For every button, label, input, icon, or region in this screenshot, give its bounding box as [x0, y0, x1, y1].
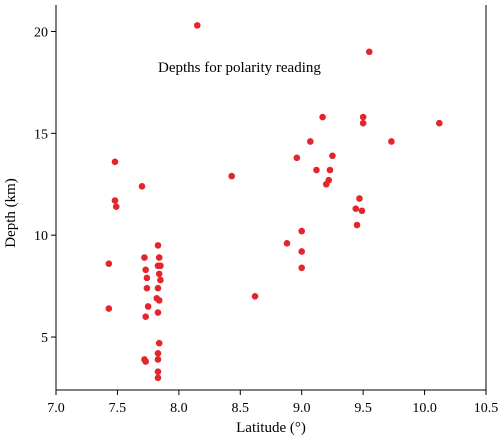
- data-point: [154, 242, 162, 249]
- data-point: [155, 270, 163, 278]
- data-point: [142, 358, 149, 365]
- data-point: [157, 276, 164, 284]
- data-point: [326, 166, 334, 174]
- x-tick-label: 8.5: [232, 401, 250, 416]
- data-point: [142, 266, 149, 274]
- data-point: [319, 113, 326, 121]
- data-point: [313, 166, 320, 174]
- data-point: [193, 22, 201, 29]
- data-point: [298, 248, 306, 255]
- data-point: [154, 350, 162, 357]
- data-point: [154, 309, 162, 316]
- data-point: [157, 262, 164, 270]
- data-point: [358, 207, 366, 215]
- y-tick-label: 20: [34, 25, 48, 40]
- x-axis-ticks: 7.0 7.5 8.0 8.5 9.0 9.5 10.0 10.5: [47, 390, 498, 416]
- y-axis-title: Depth (km): [3, 178, 19, 248]
- data-point: [105, 260, 113, 268]
- data-point: [283, 240, 291, 247]
- data-point: [144, 303, 152, 310]
- data-point: [112, 203, 120, 210]
- data-point: [353, 221, 361, 229]
- data-point: [154, 284, 162, 292]
- data-point: [143, 284, 151, 292]
- data-point: [365, 48, 373, 56]
- x-tick-label: 10.5: [474, 401, 499, 416]
- data-point: [155, 297, 163, 304]
- data-point: [155, 254, 163, 261]
- data-point: [293, 154, 301, 162]
- x-tick-label: 9.5: [354, 401, 372, 416]
- plot-frame: [55, 5, 487, 391]
- data-point: [359, 119, 367, 127]
- data-point: [105, 305, 113, 312]
- chart-annotation: Depths for polarity reading: [158, 60, 321, 76]
- data-point: [359, 113, 367, 121]
- data-point: [142, 313, 149, 320]
- x-tick-label: 7.0: [47, 401, 65, 416]
- data-point: [138, 182, 146, 190]
- x-tick-label: 9.0: [293, 401, 311, 416]
- data-point: [155, 339, 163, 347]
- data-point: [352, 205, 360, 213]
- x-axis-title: Latitude (°): [236, 420, 306, 436]
- data-points: [105, 22, 443, 382]
- y-tick-label: 15: [34, 127, 48, 142]
- data-point: [111, 197, 119, 204]
- y-tick-label: 5: [41, 331, 48, 346]
- data-point: [307, 138, 314, 145]
- data-point: [143, 274, 151, 282]
- data-point: [356, 195, 363, 202]
- data-point: [436, 119, 443, 127]
- data-point: [251, 292, 259, 300]
- data-point: [154, 368, 162, 375]
- data-point: [325, 176, 333, 184]
- data-point: [111, 158, 119, 166]
- data-point: [154, 356, 162, 363]
- data-point: [154, 374, 162, 382]
- data-point: [228, 172, 235, 180]
- x-tick-label: 10.0: [412, 401, 437, 416]
- x-tick-label: 7.5: [109, 401, 127, 416]
- y-tick-label: 10: [34, 229, 48, 244]
- data-point: [388, 138, 395, 145]
- y-axis-ticks: 5 10 15 20: [34, 25, 56, 346]
- data-point: [298, 264, 306, 272]
- data-point: [141, 254, 148, 261]
- data-point: [298, 227, 306, 235]
- x-tick-label: 8.0: [170, 401, 188, 416]
- data-point: [329, 152, 336, 160]
